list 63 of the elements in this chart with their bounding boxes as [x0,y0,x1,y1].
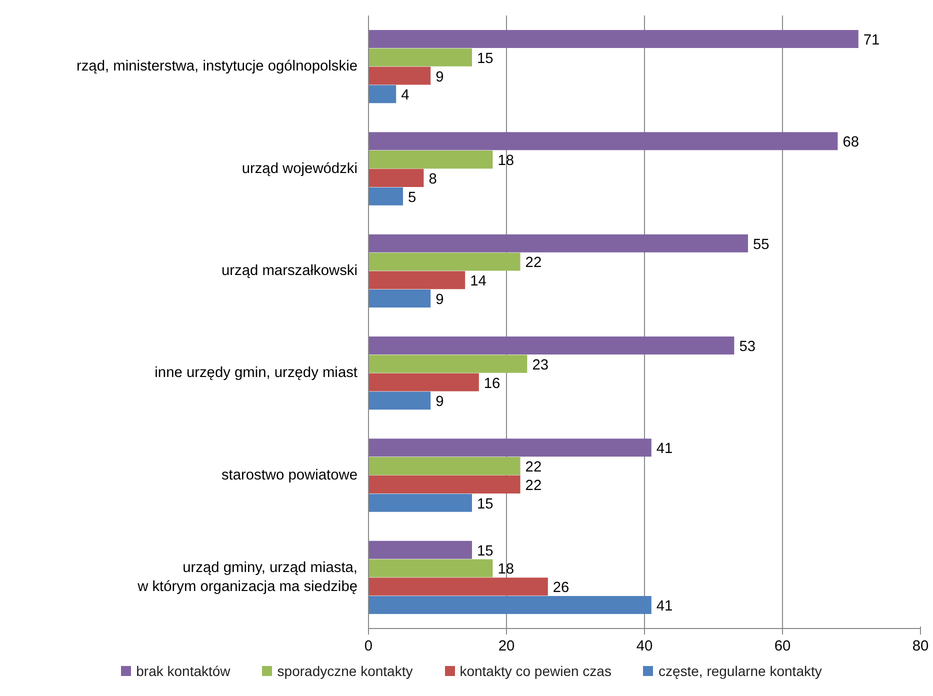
bar [368,252,520,271]
data-label: 14 [470,274,486,290]
data-label: 71 [863,32,880,48]
y-tick-label: rząd, ministerstwa, instytucje ogólnopolskie [76,58,358,75]
data-label: 4 [401,88,410,104]
x-tick-label: 40 [636,638,653,654]
bar [368,30,858,48]
bar [368,187,403,206]
legend-label: częste, regularne kontakty [658,662,822,681]
data-label: 22 [525,255,542,272]
bar [368,596,652,614]
data-label: 8 [428,171,437,188]
data-label: 18 [498,153,514,170]
data-label: 55 [753,236,770,253]
bar [368,438,652,457]
data-label: 9 [436,292,444,308]
data-label: 22 [525,478,542,494]
data-label: 23 [532,357,549,374]
bar [368,457,520,476]
bar [368,132,838,150]
bar [368,271,466,290]
data-label: 41 [656,598,673,614]
bar [368,150,493,169]
data-label: 22 [525,460,542,476]
data-label: 41 [656,441,673,458]
legend-label: sporadyczne kontakty [277,662,413,681]
bar [368,373,479,392]
bar [368,540,472,559]
bar [368,168,424,187]
bar [368,578,548,596]
x-tick-label: 0 [364,638,373,654]
y-tick-label: urząd wojewódzki [242,160,358,177]
bar [368,354,528,373]
data-label: 15 [477,543,494,560]
legend-label: brak kontaktów [136,662,230,681]
x-tick-label: 60 [774,638,791,654]
x-tick-label: 20 [498,638,515,654]
data-label: 26 [552,580,570,596]
bar [368,494,472,512]
bar [368,66,431,85]
bar [368,289,431,308]
y-tick-label: urząd marszałkowski [221,262,358,279]
data-label: 53 [739,339,756,355]
data-label: 18 [498,562,514,578]
bar [368,85,396,104]
data-label: 9 [436,394,444,410]
x-tick-label: 80 [912,638,929,654]
data-label: 15 [477,496,494,512]
data-label: 5 [408,190,416,206]
data-label: 9 [436,69,444,86]
bar [368,559,493,578]
bar [368,48,472,66]
y-tick-label: starostwo powiatowe [221,467,358,484]
y-tick-label: inne urzędy gmin, urzędy miast [154,365,358,382]
bar [368,392,431,410]
data-label: 68 [842,134,860,151]
data-label: 16 [484,376,500,392]
bar [368,234,748,252]
bar [368,475,520,494]
bar [368,336,734,355]
data-label: 15 [477,50,494,67]
y-tick-label: urząd gminy, urząd miasta, w którym organizacja ma siedzibę [136,560,358,596]
legend-label: kontakty co pewien czas [460,662,612,681]
